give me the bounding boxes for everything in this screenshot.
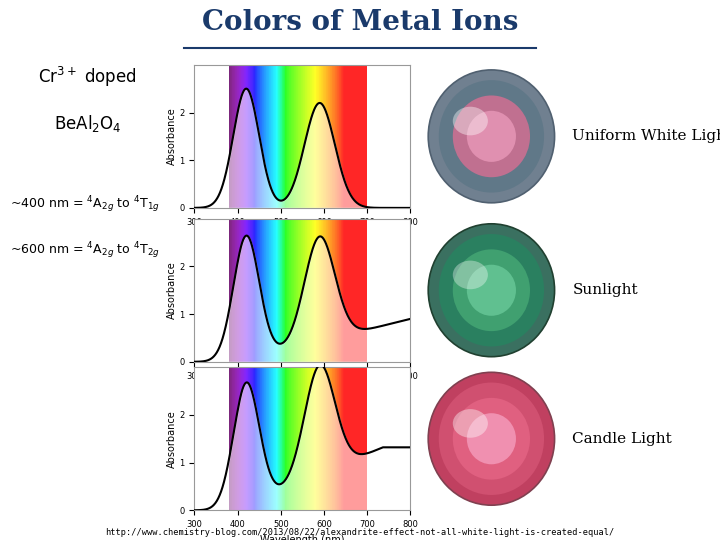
Ellipse shape: [428, 224, 554, 357]
X-axis label: Wavelength (nm): Wavelength (nm): [260, 232, 345, 242]
Text: Uniform White Light: Uniform White Light: [572, 130, 720, 143]
Y-axis label: Absorbance: Absorbance: [166, 107, 176, 165]
Ellipse shape: [438, 80, 544, 193]
X-axis label: Wavelength (nm): Wavelength (nm): [260, 535, 345, 540]
Text: Candle Light: Candle Light: [572, 432, 672, 445]
Text: ~600 nm = $^4$A$_{2g}$ to $^4$T$_{2g}$: ~600 nm = $^4$A$_{2g}$ to $^4$T$_{2g}$: [10, 240, 160, 261]
Ellipse shape: [467, 413, 516, 464]
Ellipse shape: [453, 398, 530, 480]
X-axis label: Wavelength (nm): Wavelength (nm): [260, 386, 345, 396]
Text: Sunlight: Sunlight: [572, 284, 638, 297]
Ellipse shape: [453, 96, 530, 177]
Text: Cr$^{3+}$ doped: Cr$^{3+}$ doped: [38, 65, 137, 89]
Ellipse shape: [428, 70, 554, 203]
Ellipse shape: [428, 372, 554, 505]
Ellipse shape: [467, 111, 516, 162]
Ellipse shape: [453, 261, 488, 289]
Text: http://www.chemistry-blog.com/2013/08/22/alexandrite-effect-not-all-white-light-: http://www.chemistry-blog.com/2013/08/22…: [105, 528, 615, 537]
Y-axis label: Absorbance: Absorbance: [166, 410, 176, 468]
Text: BeAl$_2$O$_4$: BeAl$_2$O$_4$: [54, 113, 121, 134]
Ellipse shape: [453, 249, 530, 331]
Ellipse shape: [453, 107, 488, 136]
Text: Colors of Metal Ions: Colors of Metal Ions: [202, 9, 518, 36]
Ellipse shape: [467, 265, 516, 316]
Ellipse shape: [438, 234, 544, 347]
Text: ~400 nm = $^4$A$_{2g}$ to $^4$T$_{1g}$: ~400 nm = $^4$A$_{2g}$ to $^4$T$_{1g}$: [10, 194, 160, 215]
Y-axis label: Absorbance: Absorbance: [166, 261, 176, 319]
Ellipse shape: [453, 409, 488, 438]
Ellipse shape: [438, 382, 544, 495]
